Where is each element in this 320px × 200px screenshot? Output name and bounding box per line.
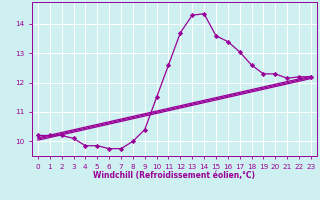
X-axis label: Windchill (Refroidissement éolien,°C): Windchill (Refroidissement éolien,°C): [93, 171, 255, 180]
